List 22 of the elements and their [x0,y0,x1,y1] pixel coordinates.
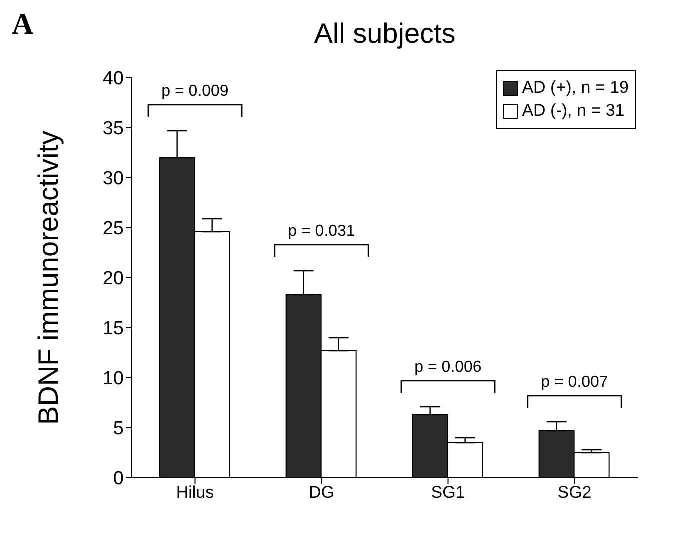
x-tick-label: Hilus [176,483,214,502]
annotation: p = 0.009 [162,83,229,100]
y-tick-label: 25 [102,218,124,240]
legend-label: AD (-), n = 31 [522,101,625,121]
annotation: p = 0.031 [288,223,356,240]
y-tick-label: 5 [113,418,124,440]
text: A [12,8,34,42]
y-tick-label: 40 [102,68,124,90]
y-tick-label: 30 [102,168,124,190]
y-tick-label: 10 [102,368,124,390]
chart-title: All subjects [313,18,457,50]
y-tick-label: 20 [102,268,124,290]
x-tick-label: DG [309,483,334,502]
annotation: p = 0.007 [541,374,608,391]
y-tick-label: 35 [102,118,124,140]
x-tick-label: SG2 [558,483,592,502]
y-tick-label: 0 [113,468,124,490]
annotation: p = 0.006 [414,359,482,376]
y-axis-title: BDNF immunoreactivity [32,130,64,426]
legend-label: AD (+), n = 19 [522,78,629,98]
y-tick-label: 15 [102,318,124,340]
x-tick-label: SG1 [431,483,466,502]
